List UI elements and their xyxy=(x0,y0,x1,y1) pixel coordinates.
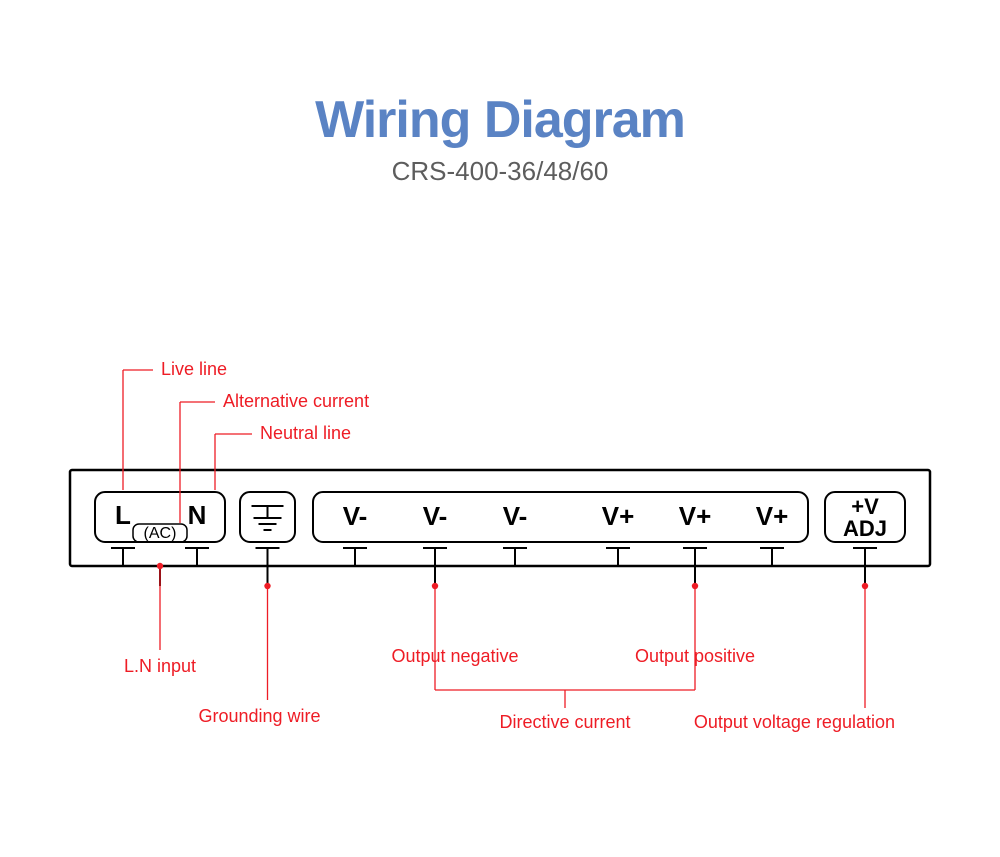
callout-grounding-wire: Grounding wire xyxy=(198,706,320,726)
terminal-Vplus-0: V+ xyxy=(602,501,635,531)
page-subtitle: CRS-400-36/48/60 xyxy=(0,156,1000,187)
callout-ln-input: L.N input xyxy=(124,656,196,676)
terminal-Vminus-0: V- xyxy=(343,501,368,531)
callout-neutral-line: Neutral line xyxy=(260,423,351,443)
terminal-Vminus-1: V- xyxy=(423,501,448,531)
terminal-N: N xyxy=(188,500,207,530)
terminal-Vplus-1: V+ xyxy=(679,501,712,531)
callout-output-voltage-regulation: Output voltage regulation xyxy=(694,712,895,732)
terminal-Vminus-2: V- xyxy=(503,501,528,531)
wiring-diagram: LN(AC)V-V-V-V+V+V++VADJLive lineAlternat… xyxy=(0,320,1000,840)
terminal-L: L xyxy=(115,500,131,530)
callout-live-line: Live line xyxy=(161,359,227,379)
callout-directive-current: Directive current xyxy=(499,712,630,732)
terminal-ADJ: ADJ xyxy=(843,516,887,541)
callout-output-negative: Output negative xyxy=(391,646,518,666)
page-title: Wiring Diagram xyxy=(0,90,1000,150)
terminal-Vplus-2: V+ xyxy=(756,501,789,531)
terminal-AC: (AC) xyxy=(144,525,177,542)
callout-alternative-current: Alternative current xyxy=(223,391,369,411)
